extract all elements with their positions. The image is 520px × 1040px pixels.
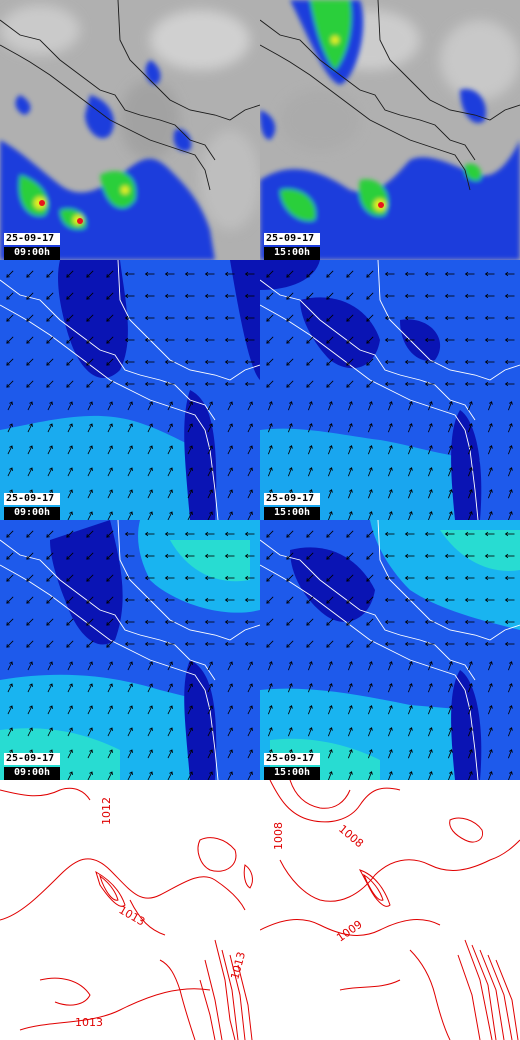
- pressure-map-1500: 1008 1008 1009: [260, 780, 520, 1040]
- wind-map-upper-1500: 25-09-17 15:00h: [260, 260, 520, 520]
- timestamp-box: 25-09-17 15:00h: [264, 493, 320, 520]
- forecast-time: 15:00h: [264, 507, 320, 520]
- forecast-date: 25-09-17: [264, 233, 320, 245]
- wind-field: [0, 520, 260, 780]
- wind-field: [260, 520, 520, 780]
- pressure-map-0900: 1012 1013 1013 1013: [0, 780, 260, 1040]
- isobar-label: 1008: [272, 822, 285, 850]
- precipitation-field: [260, 0, 520, 260]
- forecast-time: 15:00h: [264, 247, 320, 260]
- wind-field: [0, 260, 260, 520]
- wind-map-upper-0900: 25-09-17 09:00h: [0, 260, 260, 520]
- forecast-date: 25-09-17: [4, 753, 60, 765]
- timestamp-box: 25-09-17 09:00h: [4, 493, 60, 520]
- wind-vectors: [266, 530, 515, 780]
- wind-map-lower-1500: 25-09-17 15:00h: [260, 520, 520, 780]
- wind-field: [260, 260, 520, 520]
- forecast-date: 25-09-17: [264, 493, 320, 505]
- isobar-label: 1012: [100, 797, 113, 825]
- precipitation-map-1500: 25-09-17 15:00h: [260, 0, 520, 260]
- timestamp-box: 25-09-17 15:00h: [264, 753, 320, 780]
- forecast-date: 25-09-17: [4, 233, 60, 245]
- forecast-time: 09:00h: [4, 507, 60, 520]
- precipitation-map-0900: 25-09-17 09:00h: [0, 0, 260, 260]
- forecast-time: 09:00h: [4, 767, 60, 780]
- isobar-field: 1008 1008 1009: [260, 780, 520, 1040]
- precipitation-field: [0, 0, 260, 260]
- isobar-field: 1012 1013 1013 1013: [0, 780, 260, 1040]
- timestamp-box: 25-09-17 15:00h: [264, 233, 320, 260]
- forecast-time: 15:00h: [264, 767, 320, 780]
- isobar-label: 1013: [75, 1016, 103, 1029]
- timestamp-box: 25-09-17 09:00h: [4, 233, 60, 260]
- wind-vectors: [266, 270, 515, 520]
- forecast-time: 09:00h: [4, 247, 60, 260]
- forecast-date: 25-09-17: [264, 753, 320, 765]
- forecast-date: 25-09-17: [4, 493, 60, 505]
- timestamp-box: 25-09-17 09:00h: [4, 753, 60, 780]
- wind-map-lower-0900: 25-09-17 09:00h: [0, 520, 260, 780]
- wind-vectors: [6, 530, 255, 780]
